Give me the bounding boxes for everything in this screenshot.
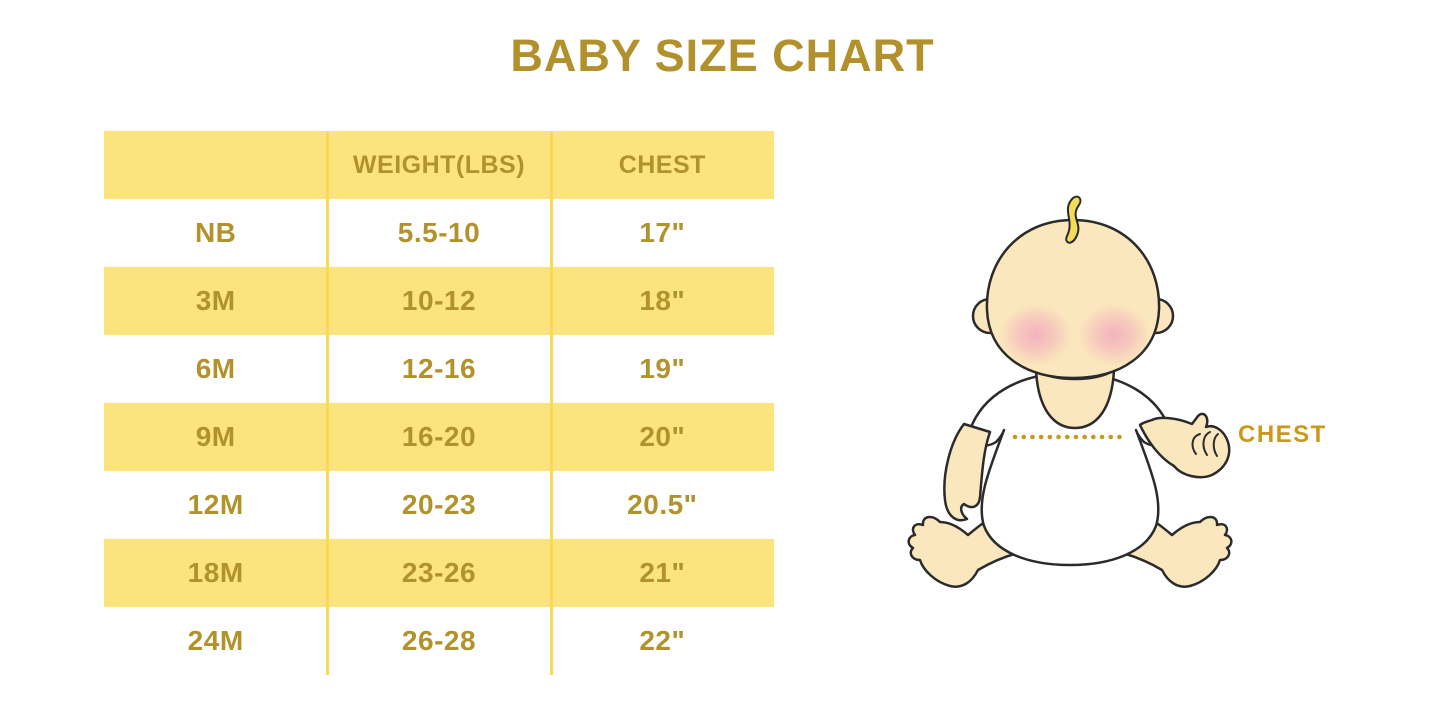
weight-cell: 16-20 [401, 421, 477, 452]
weight-cell: 10-12 [401, 285, 477, 316]
weight-cell: 12-16 [401, 353, 477, 384]
baby-right-arm-fist [1138, 412, 1231, 479]
page-title: BABY SIZE CHART [510, 30, 935, 81]
table-row: 3M 10-12 18" [104, 267, 774, 335]
size-cell: 24M [187, 625, 244, 656]
size-cell: 18M [187, 557, 244, 588]
chest-cell: 20" [639, 421, 686, 452]
table-row: 18M 23-26 21" [104, 539, 774, 607]
chest-cell: 21" [639, 557, 686, 588]
table-row: 12M 20-23 20.5" [104, 471, 774, 539]
column-divider [550, 131, 553, 675]
table-header-row: WEIGHT(LBS) CHEST [104, 131, 774, 199]
weight-cell: 5.5-10 [397, 217, 481, 248]
header-size-cell [104, 131, 327, 199]
chest-cell: 19" [639, 353, 686, 384]
baby-illustration [860, 170, 1280, 620]
size-cell: NB [194, 217, 237, 248]
table-row: NB 5.5-10 17" [104, 199, 774, 267]
table-row: 6M 12-16 19" [104, 335, 774, 403]
baby-right-blush [1078, 304, 1150, 366]
baby-figure-svg [907, 195, 1233, 588]
size-cell: 3M [195, 285, 236, 316]
chest-cell: 20.5" [627, 489, 698, 520]
size-cell: 12M [187, 489, 244, 520]
weight-cell: 20-23 [401, 489, 477, 520]
fist-knuckle-lines [1191, 431, 1219, 457]
size-cell: 6M [195, 353, 236, 384]
header-weight-cell: WEIGHT(LBS) [352, 150, 526, 179]
baby-left-arm [943, 422, 992, 522]
weight-cell: 23-26 [401, 557, 477, 588]
chest-annotation-label: CHEST [1238, 421, 1327, 448]
header-chest-cell: CHEST [618, 150, 706, 179]
size-table: WEIGHT(LBS) CHEST NB 5.5-10 17" 3M 10-12… [104, 131, 774, 675]
baby-left-blush [1000, 304, 1072, 366]
baby-hair-curl [1065, 195, 1082, 244]
column-divider [326, 131, 329, 675]
table-row: 9M 16-20 20" [104, 403, 774, 471]
weight-cell: 26-28 [401, 625, 477, 656]
table-row: 24M 26-28 22" [104, 607, 774, 675]
size-cell: 9M [195, 421, 236, 452]
chest-cell: 18" [639, 285, 686, 316]
chest-cell: 17" [639, 217, 686, 248]
chest-cell: 22" [639, 625, 686, 656]
